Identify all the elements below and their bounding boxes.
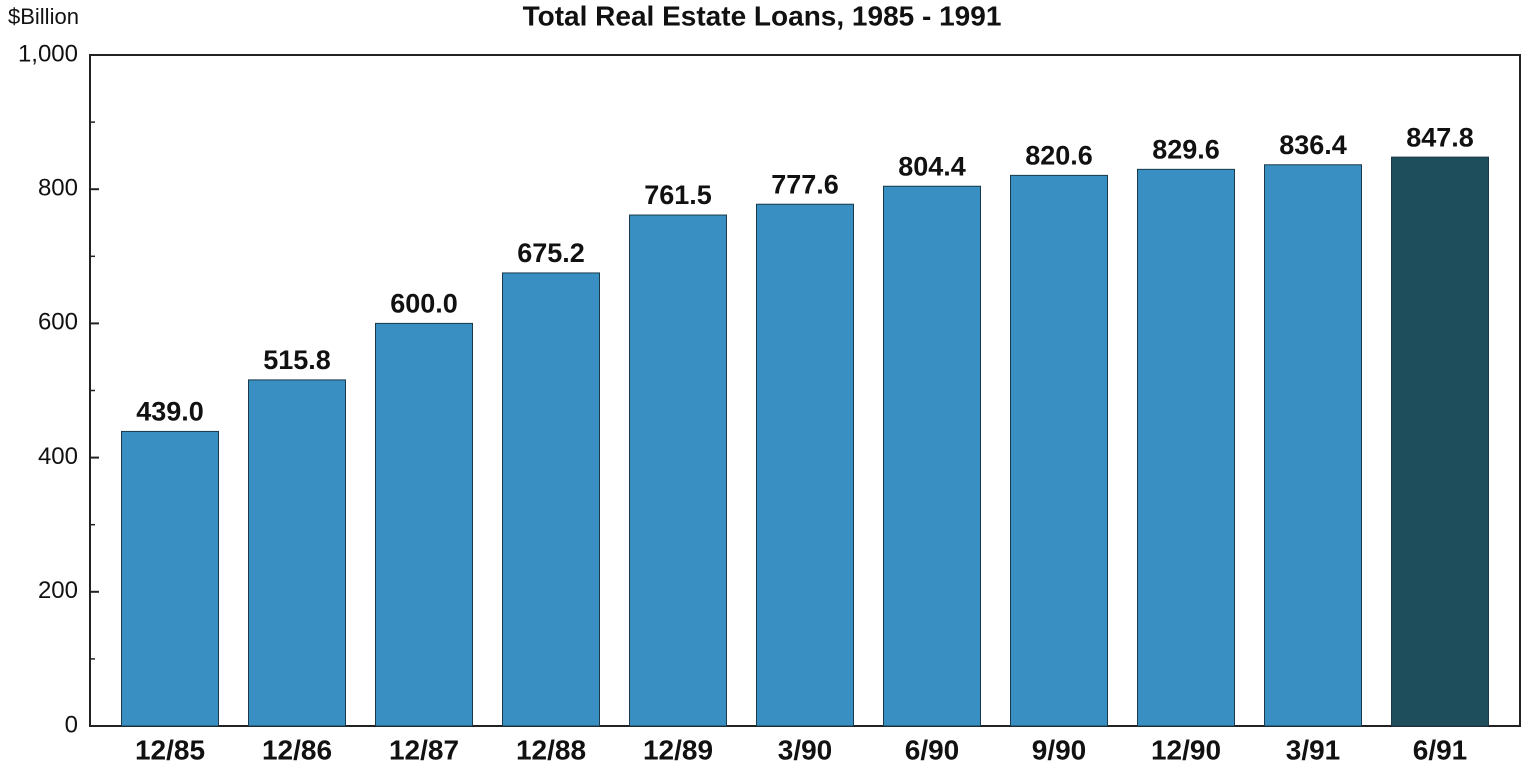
value-label: 761.5 [644,180,712,210]
bar [248,379,346,727]
x-tick-label: 3/90 [778,734,833,765]
value-label: 836.4 [1279,130,1347,160]
bar [121,430,219,727]
x-tick-label: 12/88 [516,734,586,765]
bar [1137,168,1235,727]
value-label: 847.8 [1406,122,1474,152]
value-label: 777.6 [771,169,839,199]
value-label: 439.0 [136,397,204,427]
x-tick-label: 12/89 [643,734,713,765]
y-tick-label: 600 [38,309,78,336]
bar [756,203,854,727]
bar [502,272,600,727]
bar [1010,174,1108,727]
y-tick-label: 400 [38,443,78,470]
value-label: 675.2 [517,238,585,268]
y-tick-label: 200 [38,577,78,604]
y-tick-label: 800 [38,175,78,202]
bar [883,185,981,727]
x-tick-label: 12/85 [135,734,205,765]
value-label: 600.0 [390,289,458,319]
x-tick-label: 6/91 [1413,734,1468,765]
y-axis-label: $Billion [8,4,79,29]
chart-title: Total Real Estate Loans, 1985 - 1991 [523,0,1002,31]
y-tick-label: 0 [65,711,78,738]
value-label: 820.6 [1025,141,1093,171]
value-label: 804.4 [898,151,966,181]
value-label: 515.8 [263,345,331,375]
bar [375,322,473,727]
x-tick-label: 12/90 [1151,734,1221,765]
bar [1264,164,1362,727]
bar [1391,156,1489,727]
x-tick-label: 3/91 [1286,734,1341,765]
x-tick-label: 12/86 [262,734,332,765]
x-tick-label: 12/87 [389,734,459,765]
bar [629,214,727,727]
value-label: 829.6 [1152,134,1220,164]
x-tick-label: 6/90 [905,734,960,765]
x-tick-label: 9/90 [1032,734,1087,765]
y-tick-label: 1,000 [18,40,78,67]
